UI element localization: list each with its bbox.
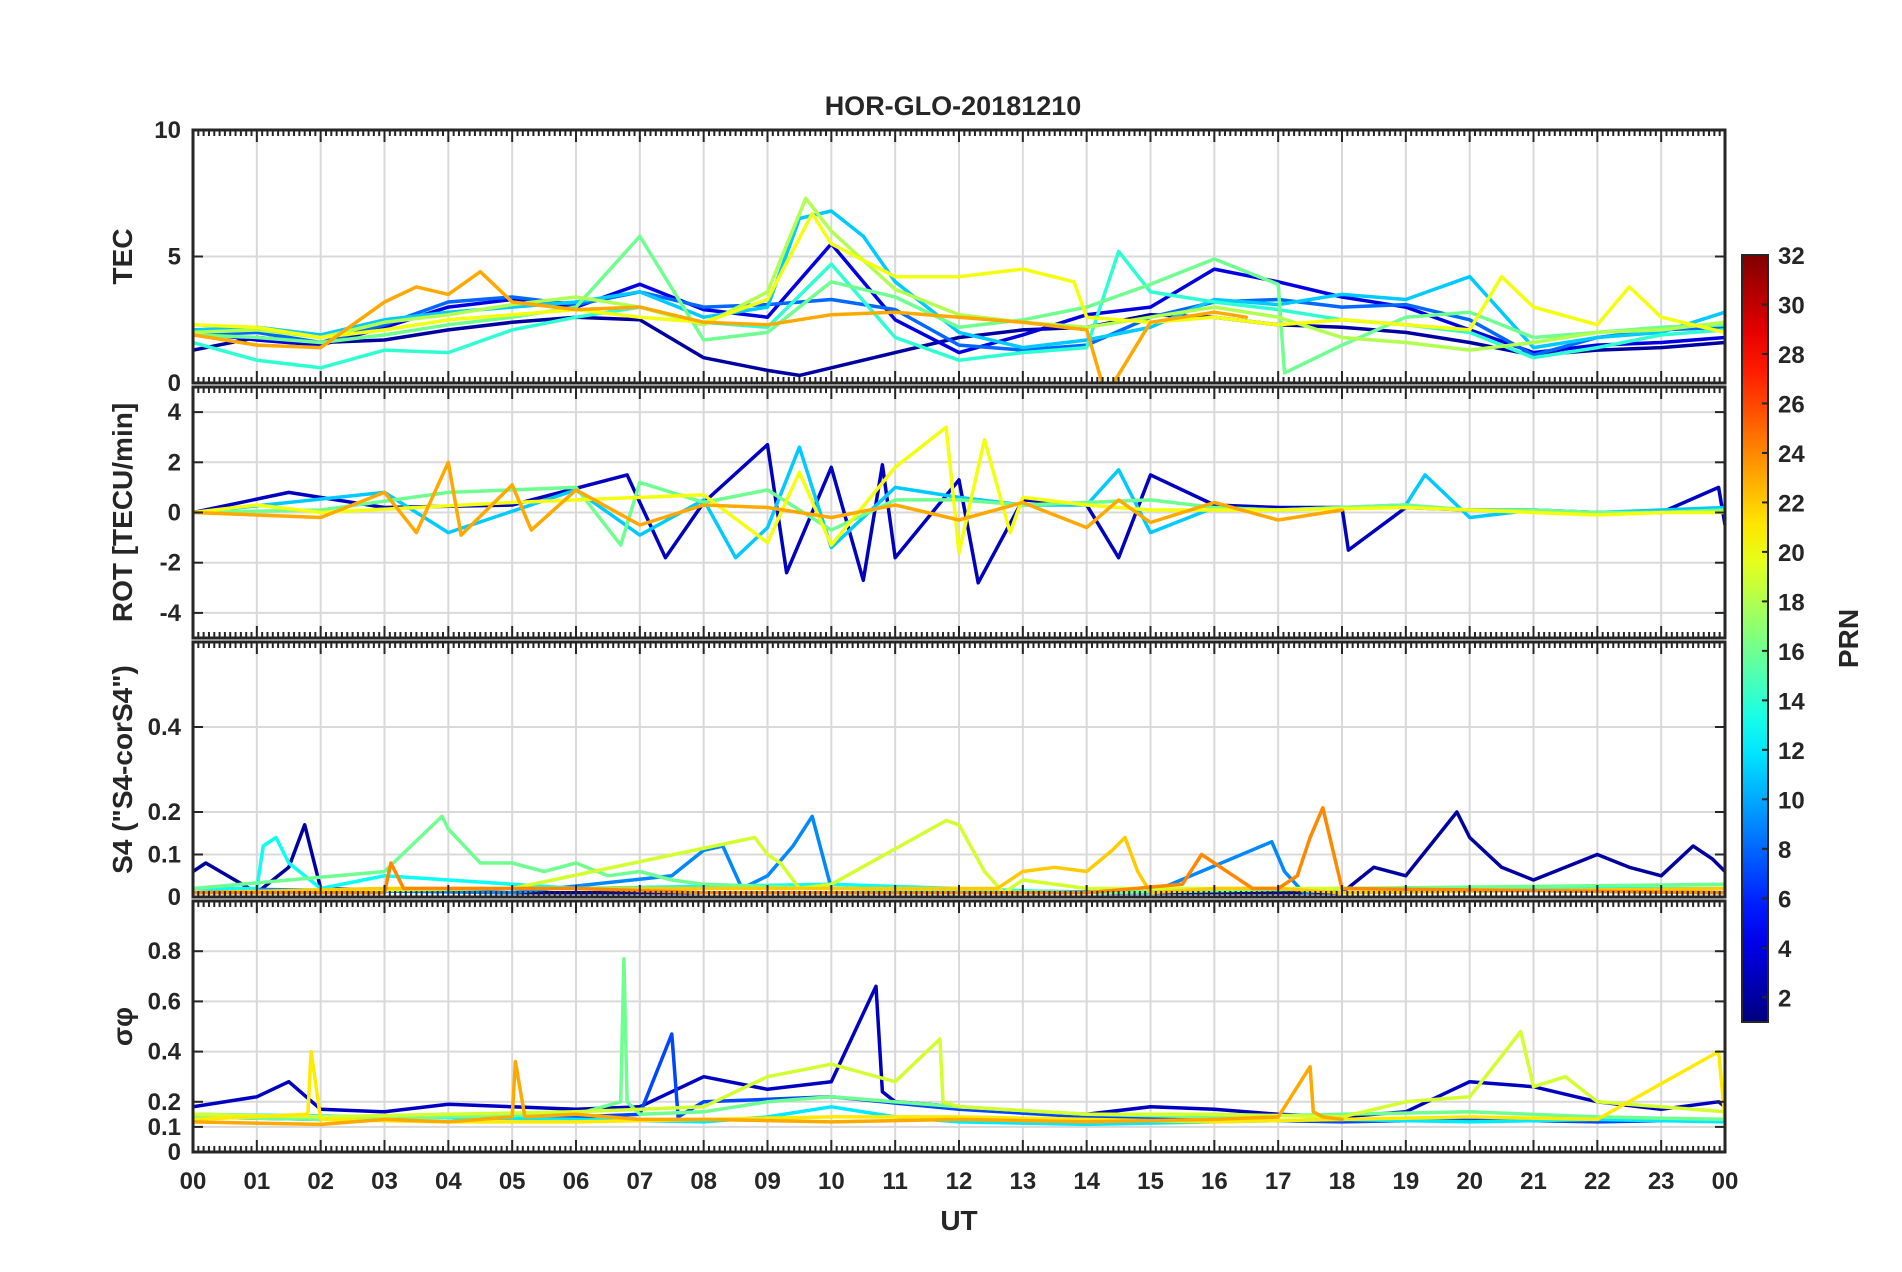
series-group [193,806,1725,895]
chart-title-group: HOR-GLO-20181210 [825,91,1082,121]
colorbar-tick-label: 30 [1778,292,1805,319]
y-tick-label: 4 [168,399,182,426]
x-tick-label: 10 [818,1168,845,1195]
panel-rot: -4 -2 0 2 4 ROT [TECU/min] [107,385,1727,640]
colorbar-tick-label: 22 [1778,490,1805,517]
colorbar-gradient [1741,254,1769,1023]
y-tick-label: 0.4 [148,1039,182,1066]
y-tick-label: 0.4 [148,714,182,741]
y-tick-label: 0.2 [148,799,181,826]
x-tick-label: 03 [371,1168,398,1195]
x-tick-label: 00 [1712,1168,1739,1195]
y-tick-label: 5 [168,244,181,271]
series-prn-22 [193,835,1725,895]
x-tick-label: 08 [690,1168,717,1195]
colorbar-label: PRN [1833,609,1864,668]
colorbar-tick-label: 28 [1778,342,1805,369]
series-group [193,196,1725,383]
series-prn-8 [193,290,1725,357]
y-tick-label: 0.1 [148,842,181,869]
y-tick-label: 2 [168,449,181,476]
x-tick-label: 13 [1009,1168,1036,1195]
series-prn-23 [193,269,1249,383]
colorbar-tick-label: 10 [1778,787,1805,814]
y-tick-label: 0.6 [148,988,181,1015]
series-prn-16 [193,234,1725,375]
y-axis-label-s4: S4 ("S4-corS4") [107,665,138,874]
y-tick-label: 10 [154,117,181,144]
x-tick-label: 01 [243,1168,270,1195]
colorbar-tick-label: 2 [1778,985,1791,1012]
series-prn-14 [193,249,1725,370]
series-prn-20 [193,211,1725,340]
series-prn-2 [193,810,1725,895]
y-tick-label: 0 [168,1139,181,1166]
series-prn-2 [193,312,1725,378]
colorbar-tick-label: 14 [1778,688,1805,715]
x-axis-label: UT [940,1205,977,1236]
panel-sigma_phi: 00.10.2 0.4 0.6 0.8 σφ [107,899,1727,1166]
y-tick-label: -4 [160,600,182,627]
x-axis: 00 01 02 03 04 05 06 07 08 09 10 11 12 13 14 15 16 17 18 19… [180,1168,1739,1236]
panel-tec: 0 5 10 TEC [107,117,1727,397]
colorbar-tick-label: 20 [1778,540,1805,567]
colorbar-tick-label: 8 [1778,837,1791,864]
colorbar-tick-label: 16 [1778,639,1805,666]
x-tick-label: 17 [1265,1168,1292,1195]
y-tick-label: 0.8 [148,938,181,965]
colorbar-tick-label: 4 [1778,936,1792,963]
x-tick-label: 02 [307,1168,334,1195]
panel-s4: 0 0.1 0.2 0.4 S4 ("S4-corS4") [107,640,1727,911]
y-tick-label: 0 [168,884,181,911]
x-tick-label: 22 [1584,1168,1611,1195]
y-tick-label: 0.2 [148,1089,181,1116]
x-tick-label: 19 [1392,1168,1419,1195]
y-axis-label-tec: TEC [107,229,138,285]
series-prn-20 [193,425,1725,555]
series-prn-24 [193,806,1725,895]
x-tick-label: 23 [1648,1168,1675,1195]
x-tick-label: 20 [1456,1168,1483,1195]
x-tick-label: 14 [1073,1168,1100,1195]
x-tick-label: 07 [626,1168,653,1195]
x-tick-label: 05 [499,1168,526,1195]
colorbar-tick-label: 26 [1778,391,1805,418]
chart-title: HOR-GLO-20181210 [825,91,1082,121]
series-group [193,425,1725,585]
y-tick-label: 0 [168,370,181,397]
colorbar-tick-label: 18 [1778,589,1805,616]
x-tick-label: 18 [1329,1168,1356,1195]
y-tick-label: 0 [168,500,181,527]
series-prn-18 [193,196,1725,352]
x-tick-label: 04 [435,1168,462,1195]
series-prn-23 [193,460,1344,537]
colorbar-tick-label: 6 [1778,886,1791,913]
series-prn-23 [193,1059,1344,1127]
series-prn-21 [193,1049,1725,1124]
x-tick-label: 00 [180,1168,207,1195]
colorbar-tick-label: 24 [1778,441,1805,468]
x-tick-label: 09 [754,1168,781,1195]
y-tick-label: -2 [160,550,181,577]
series-prn-19 [193,1029,1725,1119]
x-tick-label: 11 [882,1168,907,1195]
colorbar-tick-label: 12 [1778,738,1805,765]
x-tick-label: 21 [1520,1168,1547,1195]
x-tick-label: 12 [946,1168,973,1195]
series-prn-9 [193,814,1725,895]
x-tick-label: 15 [1137,1168,1164,1195]
colorbar-tick-label: 32 [1778,243,1805,270]
y-axis-label-sigma_phi: σφ [107,1007,138,1046]
x-tick-label: 16 [1201,1168,1228,1195]
y-tick-label: 0.1 [148,1114,181,1141]
x-tick-label: 06 [563,1168,590,1195]
y-axis-label-rot: ROT [TECU/min] [107,403,138,622]
series-group [193,956,1725,1127]
